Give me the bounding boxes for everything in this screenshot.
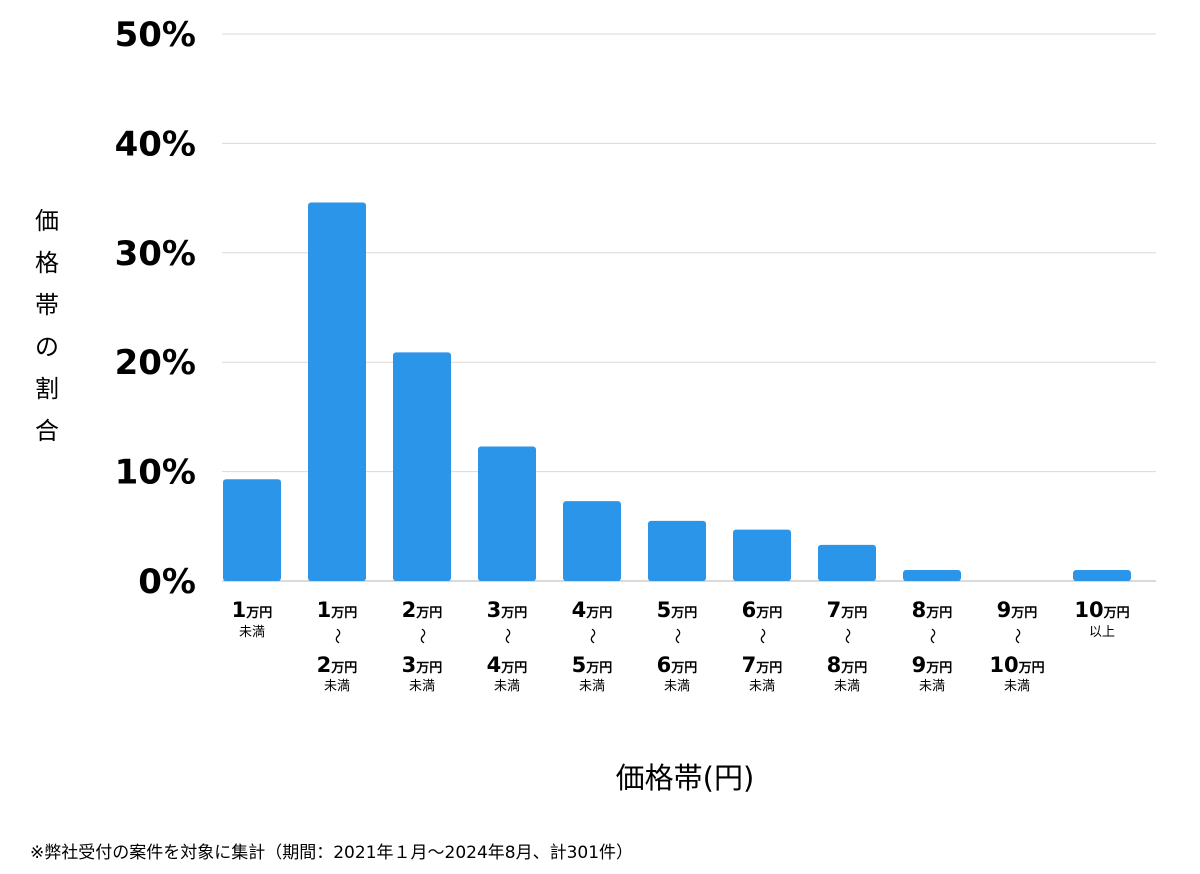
y-tick-label: 20% [115, 343, 196, 383]
y-tick-label: 10% [115, 453, 196, 493]
footnote: ※弊社受付の案件を対象に集計（期間：2021年１月〜2024年8月、計301件） [30, 843, 634, 863]
bar [308, 202, 366, 581]
x-category-range-symbol: 〜 [923, 628, 942, 644]
y-axis-ticks: 50% 40% 30% 20% 10% 0% [115, 15, 196, 602]
x-category-range-symbol: 〜 [413, 628, 432, 644]
x-category-to: 3万円 [402, 653, 443, 677]
x-category-to: 6万円 [657, 653, 698, 677]
x-category-from: 10万円 [1074, 598, 1129, 622]
x-category-from: 9万円 [997, 598, 1038, 622]
x-category-suffix: 未満 [579, 679, 605, 694]
x-category-from: 1万円 [232, 598, 273, 622]
x-category-range-symbol: 〜 [668, 628, 687, 644]
y-axis-label: 価格帯の割合 [35, 207, 59, 445]
bar [223, 479, 281, 581]
x-category-to: 2万円 [317, 653, 358, 677]
x-category-range-symbol: 〜 [838, 628, 857, 644]
x-category-suffix: 未満 [919, 679, 945, 694]
x-category-range-symbol: 〜 [498, 628, 517, 644]
x-category-to: 4万円 [487, 653, 528, 677]
x-category-suffix: 未満 [834, 679, 860, 694]
x-category-to: 7万円 [742, 653, 783, 677]
bar [1073, 570, 1131, 581]
bar [903, 570, 961, 581]
bar-chart: 50%40%30%20%10%0% 1万円未満1万円〜2万円未満2万円〜3万円未… [115, 15, 1156, 694]
x-category-range-symbol: 〜 [328, 628, 347, 644]
x-category-suffix: 未満 [494, 679, 520, 694]
x-category-suffix: 未満 [664, 679, 690, 694]
x-category-suffix: 未満 [749, 679, 775, 694]
x-category-from: 3万円 [487, 598, 528, 622]
y-tick-label: 30% [115, 234, 196, 274]
y-tick-label: 40% [115, 124, 196, 164]
x-category-suffix: 以上 [1089, 625, 1115, 640]
x-category-from: 4万円 [572, 598, 613, 622]
bar [478, 446, 536, 581]
x-category-range-symbol: 〜 [753, 628, 772, 644]
x-category-range-symbol: 〜 [1008, 628, 1027, 644]
x-category-suffix: 未満 [1004, 679, 1030, 694]
x-axis-label: 価格帯(円) [615, 761, 755, 795]
x-category-from: 5万円 [657, 598, 698, 622]
x-category-range-symbol: 〜 [583, 628, 602, 644]
x-category-from: 1万円 [317, 598, 358, 622]
bar [648, 520, 706, 581]
bar [393, 352, 451, 581]
y-tick-label: 50% [115, 15, 196, 55]
bar [733, 529, 791, 581]
x-category-suffix: 未満 [409, 679, 435, 694]
x-category-to: 9万円 [912, 653, 953, 677]
y-tick-label: 0% [138, 562, 196, 602]
x-category-suffix: 未満 [324, 679, 350, 694]
bar [563, 501, 621, 581]
x-category-from: 6万円 [742, 598, 783, 622]
x-category-to: 5万円 [572, 653, 613, 677]
x-category-to: 10万円 [989, 653, 1044, 677]
bars [223, 202, 1131, 581]
x-category-from: 2万円 [402, 598, 443, 622]
x-category-suffix: 未満 [239, 625, 265, 640]
x-category-to: 8万円 [827, 653, 868, 677]
x-category-from: 7万円 [827, 598, 868, 622]
x-axis-categories: 1万円未満1万円〜2万円未満2万円〜3万円未満3万円〜4万円未満4万円〜5万円未… [232, 598, 1130, 694]
bar [818, 544, 876, 581]
x-category-from: 8万円 [912, 598, 953, 622]
